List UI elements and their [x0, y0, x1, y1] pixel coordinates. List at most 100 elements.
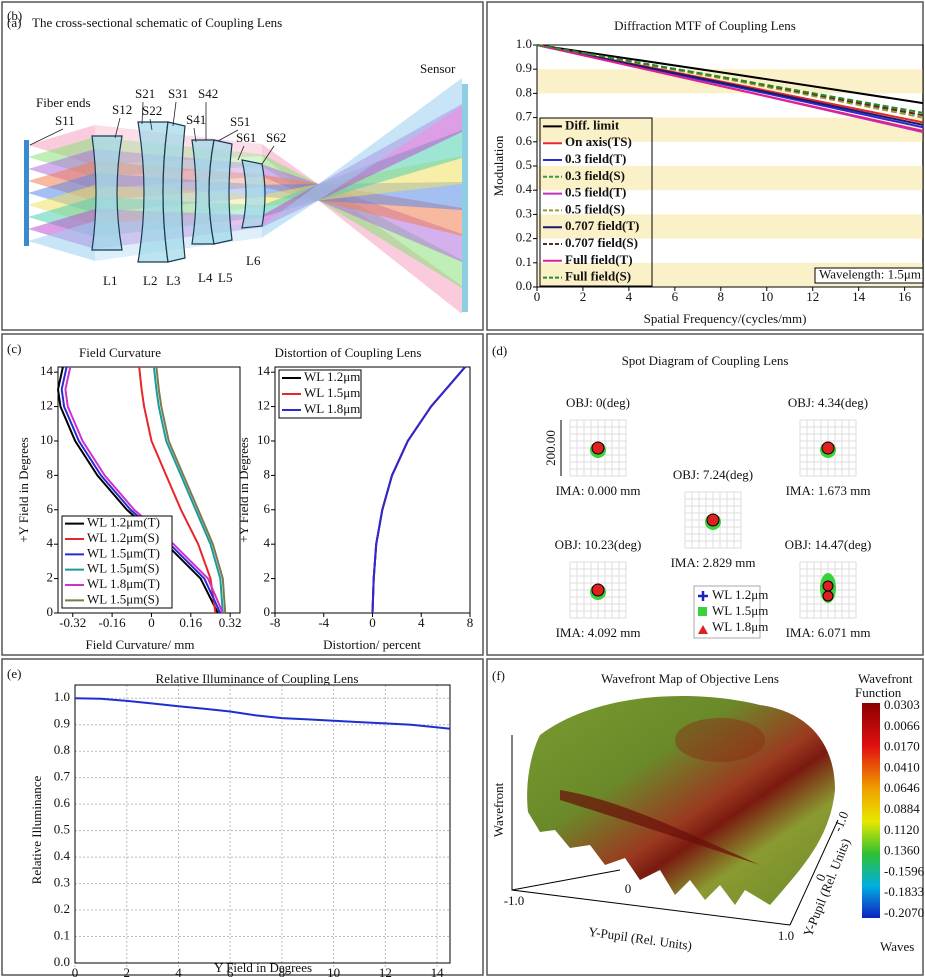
spot-red	[822, 580, 834, 592]
chart-title: Relative Illuminance of Coupling Lens	[156, 671, 359, 686]
panel-frame	[1, 658, 484, 976]
series-line	[371, 366, 466, 614]
plot-frame	[57, 366, 241, 614]
ray-fan	[262, 78, 462, 238]
x-tick-label: 0	[534, 289, 541, 304]
colorbar-label: 0.0646	[884, 780, 920, 795]
y-tick-label: 0.8	[54, 742, 70, 757]
leader-line	[114, 117, 121, 139]
axis-line	[511, 735, 839, 926]
panel-label: (c)	[7, 341, 21, 356]
x-tick-label: 4	[626, 289, 633, 304]
x-tick-label: 2	[123, 965, 130, 977]
y-tick-label: 0	[47, 604, 54, 619]
colorbar-label: 0.0170	[884, 739, 920, 754]
panel-frame	[486, 658, 924, 976]
surface-label: S12	[112, 102, 132, 117]
plot-frame	[536, 44, 924, 288]
x-tick-label: -0.32	[59, 615, 86, 630]
x-tick-label: 8	[467, 615, 474, 630]
image-height-label: IMA: 1.673 mm	[786, 483, 871, 498]
legend-label: 0.3 field(S)	[565, 168, 625, 183]
legend-label: WL 1.5μm	[712, 603, 768, 618]
series-line	[138, 366, 217, 614]
x-tick-label: -4	[318, 615, 329, 630]
lens-label: L5	[218, 270, 232, 285]
surface-label: S42	[198, 86, 218, 101]
image-height-label: IMA: 0.000 mm	[556, 483, 641, 498]
surface-label: S21	[135, 86, 155, 101]
leader-line	[29, 128, 64, 146]
x-tick-label: 14	[431, 965, 445, 977]
panel-title: The cross-sectional schematic of Couplin…	[32, 15, 282, 30]
leader-line	[261, 145, 275, 165]
field-label: OBJ: 10.23(deg)	[555, 537, 642, 552]
legend-label: WL 1.8μm(T)	[87, 576, 160, 591]
legend-label: WL 1.8μm	[304, 401, 360, 416]
y-tick-label: 0.4	[516, 181, 533, 196]
legend-label: On axis(TS)	[565, 134, 632, 149]
fiber-label: Fiber ends	[36, 95, 91, 110]
wavefront-ridge	[560, 790, 760, 865]
x-tick-label: 6	[672, 289, 679, 304]
series-line	[371, 366, 466, 614]
x-tick-label: 1.0	[778, 928, 794, 943]
surface-label: S11	[55, 113, 75, 128]
y-tick-label: 10	[40, 432, 53, 447]
lens-label: L2	[143, 273, 157, 288]
y-tick-label: 2	[264, 570, 271, 585]
y-tick-label: -1.0	[830, 809, 852, 834]
spot-red	[591, 441, 605, 455]
x-tick-label: -8	[270, 615, 281, 630]
x-tick-label: 0	[72, 965, 79, 977]
spot-red	[822, 590, 834, 602]
image-height-label: IMA: 4.092 mm	[556, 625, 641, 640]
leader-line	[141, 101, 144, 125]
y-tick-label: 0.5	[54, 822, 70, 837]
z-axis-label: Wavefront	[491, 782, 506, 837]
series-line	[155, 366, 227, 614]
colorbar-label: 0.0303	[884, 697, 920, 712]
panel-label: (d)	[492, 343, 507, 358]
colorbar-unit: Waves	[880, 939, 914, 954]
y-axis-label: Modulation	[491, 135, 506, 196]
x-tick-label: 10	[760, 289, 773, 304]
lens-label: L6	[246, 253, 261, 268]
surface-label: S62	[266, 130, 286, 145]
ray-fan	[28, 221, 95, 261]
legend-label: Full field(T)	[565, 252, 633, 267]
lens	[162, 121, 186, 263]
colorbar-label: 0.1360	[884, 843, 920, 858]
leader-line	[193, 127, 197, 143]
colorbar-label: -0.2070	[884, 905, 924, 920]
colorbar-title: Wavefront	[858, 671, 913, 686]
lens-label: L3	[166, 273, 180, 288]
leader-line	[237, 145, 245, 161]
image-height-label: IMA: 2.829 mm	[671, 555, 756, 570]
x-axis-label: Y-Pupil (Rel. Units)	[587, 924, 692, 953]
y-tick-label: 0.5	[516, 157, 532, 172]
x-tick-label: 2	[580, 289, 587, 304]
field-label: OBJ: 0(deg)	[566, 395, 630, 410]
y-tick-label: 0.9	[516, 60, 532, 75]
series-line	[64, 366, 224, 614]
x-tick-label: 0.16	[179, 615, 202, 630]
y-tick-label: 0	[264, 604, 271, 619]
y-tick-label: 8	[264, 466, 271, 481]
series-line	[536, 44, 924, 132]
y-tick-label: 0.4	[54, 848, 71, 863]
colorbar-label: 0.0066	[884, 718, 920, 733]
legend-label: WL 1.5μm(T)	[87, 545, 160, 560]
spot-red	[706, 513, 720, 527]
series-line	[371, 366, 466, 614]
panel-title: Wavefront Map of Objective Lens	[601, 671, 779, 686]
y-tick-label: 0.6	[54, 795, 71, 810]
lens	[91, 135, 123, 251]
sensor	[462, 84, 468, 312]
y-tick-label: 0.0	[54, 954, 70, 969]
y-tick-label: 0.7	[516, 109, 533, 124]
band	[537, 117, 923, 142]
spot-red	[821, 441, 835, 455]
x-tick-label: 0	[625, 881, 632, 896]
